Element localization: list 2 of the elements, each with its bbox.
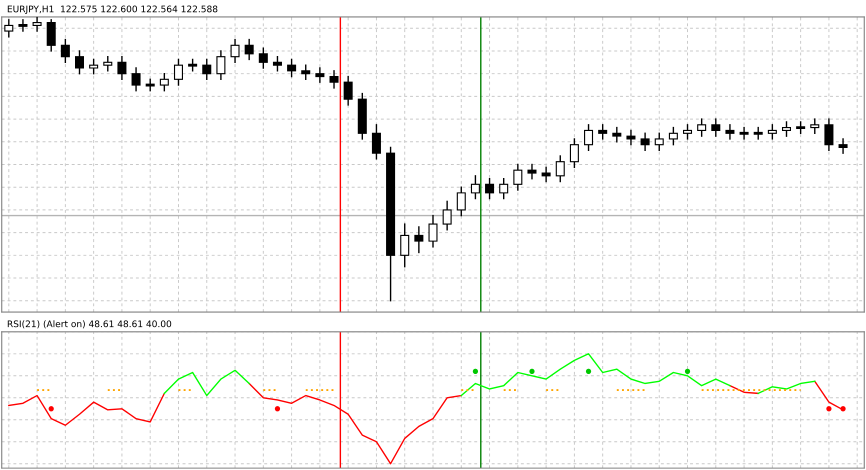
chart-title: EURJPY,H1 122.575 122.600 122.564 122.588 — [8, 6, 218, 14]
chart-title: RSI(21) (Alert on) 48.61 48.61 40.00 — [8, 320, 172, 328]
